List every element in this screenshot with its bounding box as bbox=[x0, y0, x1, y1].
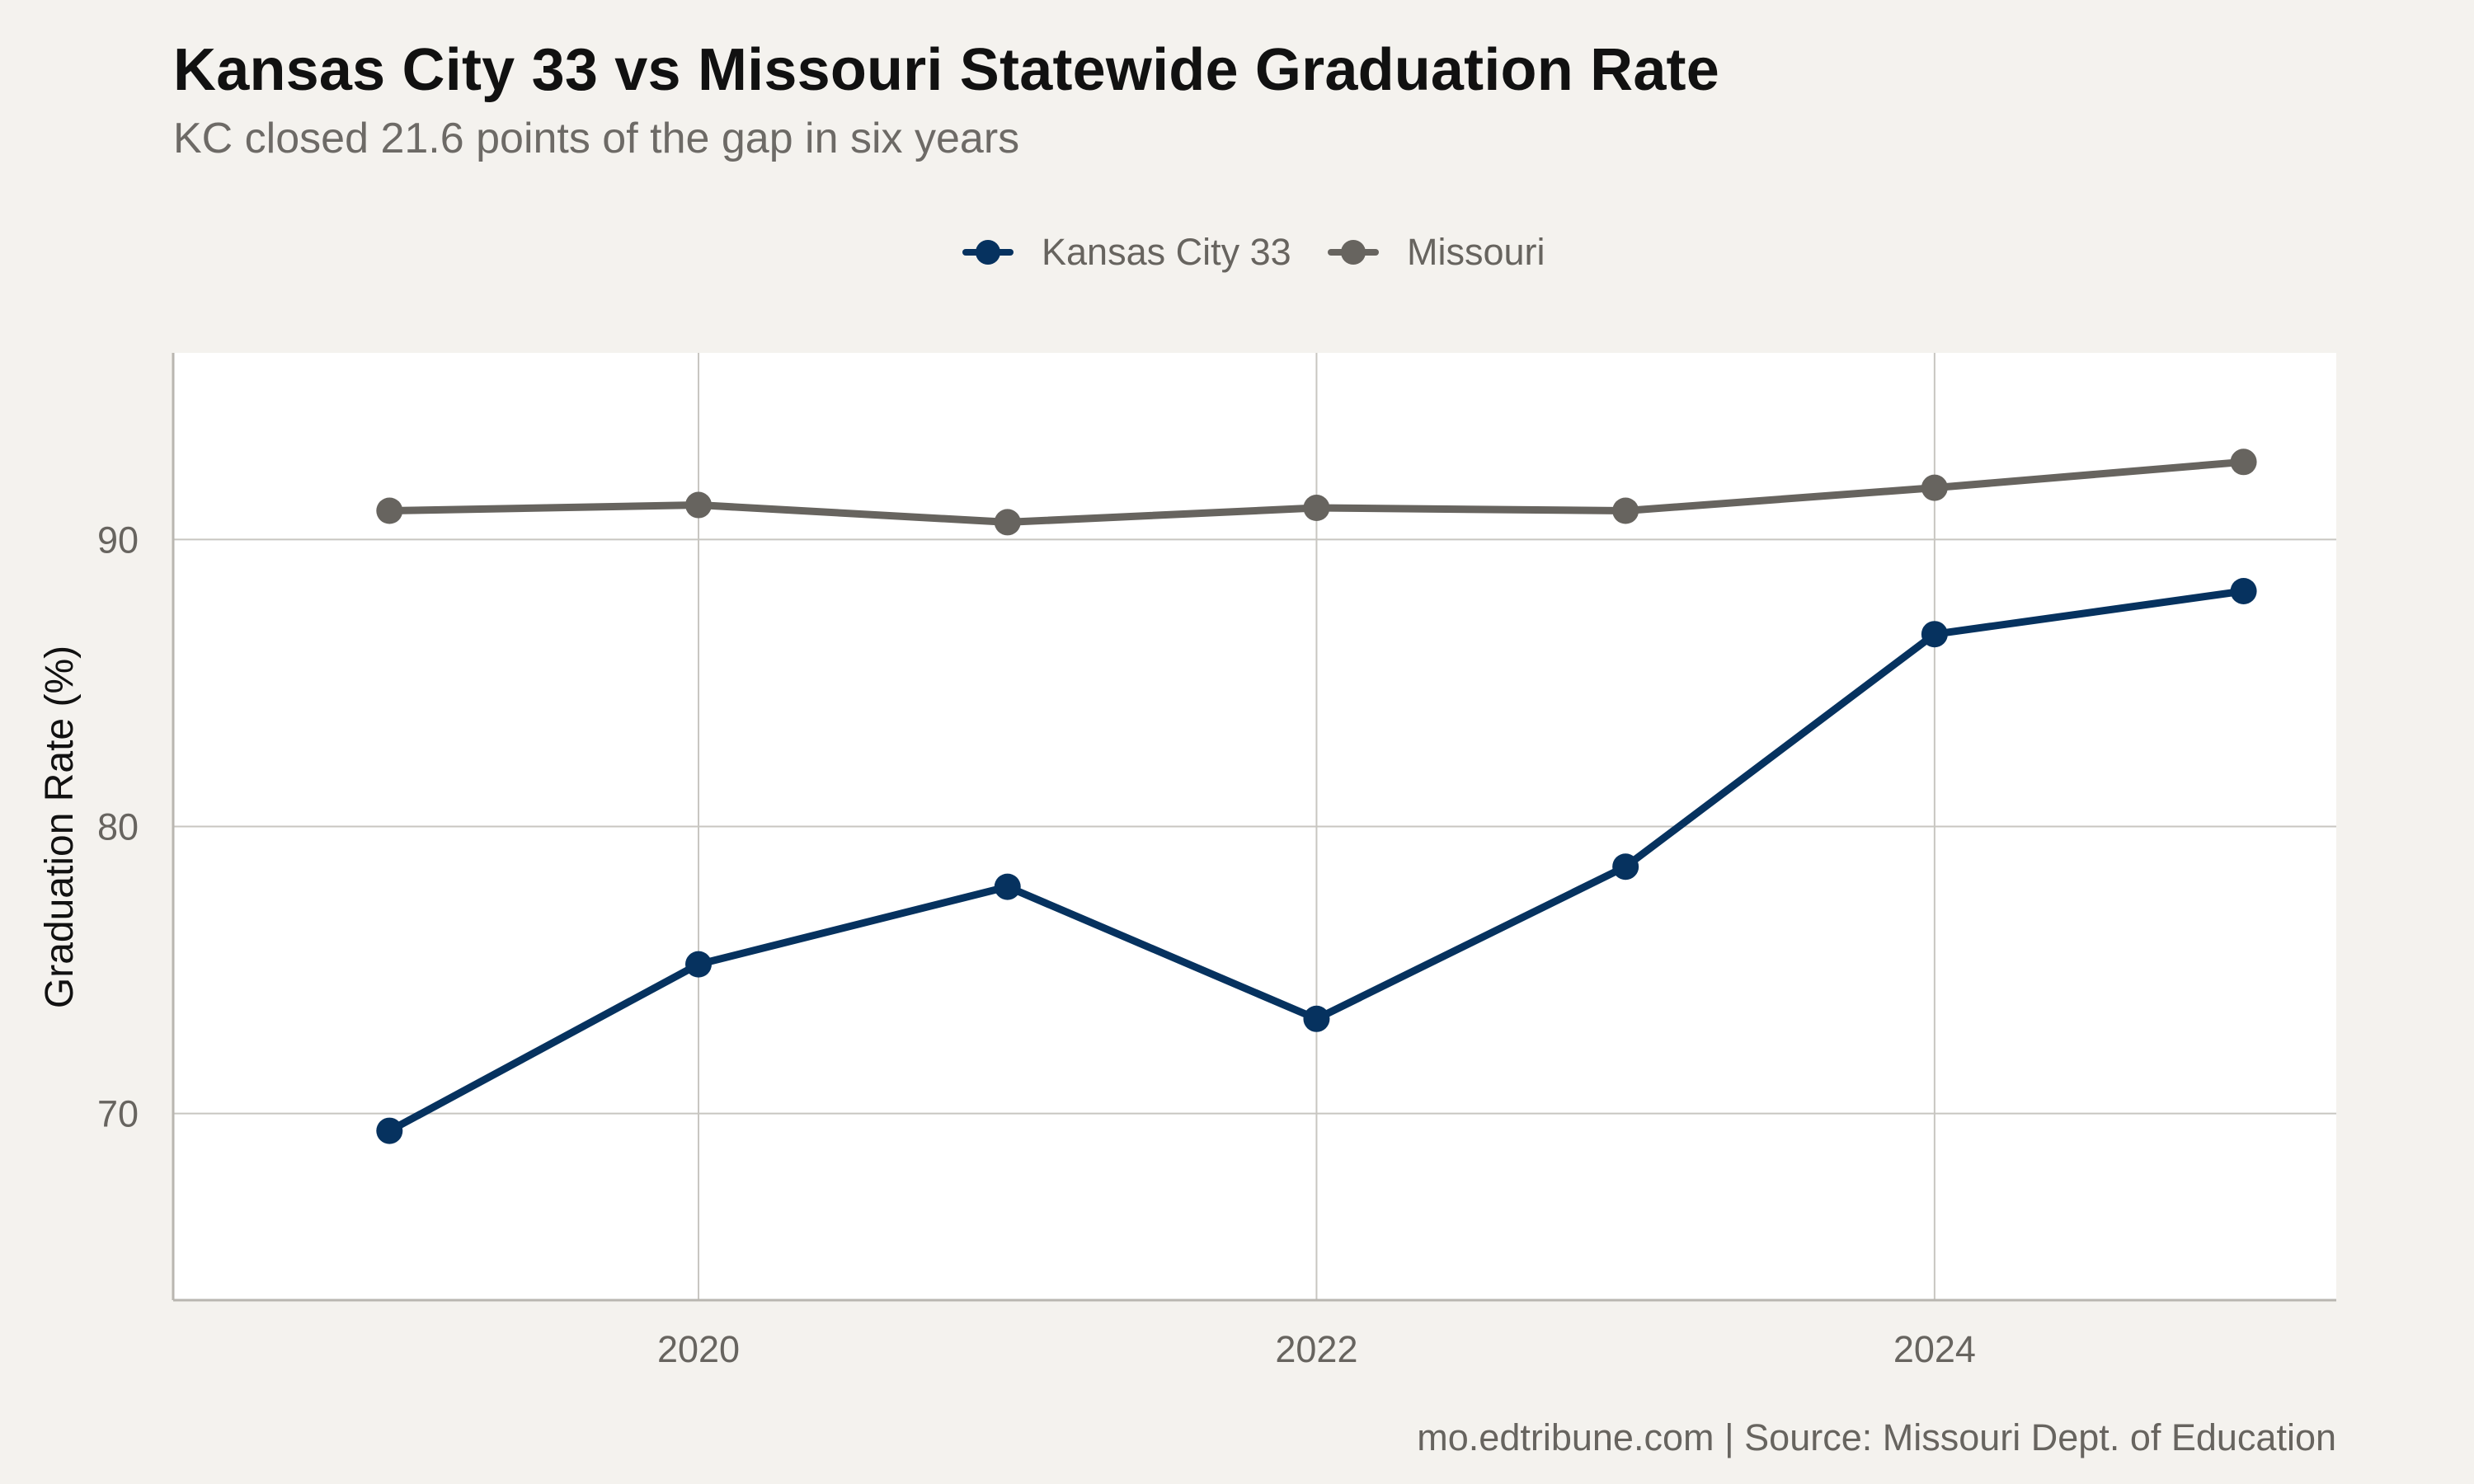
data-point bbox=[2230, 448, 2257, 476]
data-point bbox=[1303, 1005, 1330, 1032]
series-layer bbox=[376, 448, 2257, 1144]
legend-item-1: Missouri bbox=[1328, 231, 1545, 273]
x-tick-label: 2020 bbox=[657, 1328, 740, 1370]
data-point bbox=[1612, 853, 1639, 881]
data-point bbox=[1303, 495, 1330, 522]
legend-marker-icon bbox=[976, 240, 1000, 265]
data-point bbox=[376, 497, 403, 524]
y-axis-label: Graduation Rate (%) bbox=[38, 646, 82, 1008]
x-tick-label: 2024 bbox=[1893, 1328, 1976, 1370]
y-tick-label: 90 bbox=[97, 519, 139, 561]
data-point bbox=[1921, 474, 1948, 501]
series-0 bbox=[376, 577, 2257, 1144]
legend-label: Missouri bbox=[1407, 231, 1545, 273]
legend-label: Kansas City 33 bbox=[1042, 231, 1291, 273]
y-tick-label: 70 bbox=[97, 1093, 139, 1135]
chart-subtitle: KC closed 21.6 points of the gap in six … bbox=[173, 115, 1020, 162]
data-point bbox=[376, 1117, 403, 1144]
data-point bbox=[1612, 497, 1639, 524]
data-point bbox=[685, 491, 713, 519]
legend: Kansas City 33 Missouri bbox=[962, 231, 1545, 273]
y-tick-label: 80 bbox=[97, 806, 139, 848]
data-point bbox=[994, 873, 1021, 900]
data-point bbox=[685, 951, 713, 978]
data-point bbox=[1921, 621, 1948, 648]
x-tick-label: 2022 bbox=[1275, 1328, 1357, 1370]
legend-item-0: Kansas City 33 bbox=[962, 231, 1291, 273]
series-1 bbox=[376, 448, 2257, 536]
source-caption: mo.edtribune.com | Source: Missouri Dept… bbox=[1417, 1416, 2336, 1458]
legend-marker-icon bbox=[1341, 240, 1366, 265]
chart-title: Kansas City 33 vs Missouri Statewide Gra… bbox=[173, 37, 1719, 103]
data-point bbox=[2230, 577, 2257, 604]
data-point bbox=[994, 509, 1021, 536]
